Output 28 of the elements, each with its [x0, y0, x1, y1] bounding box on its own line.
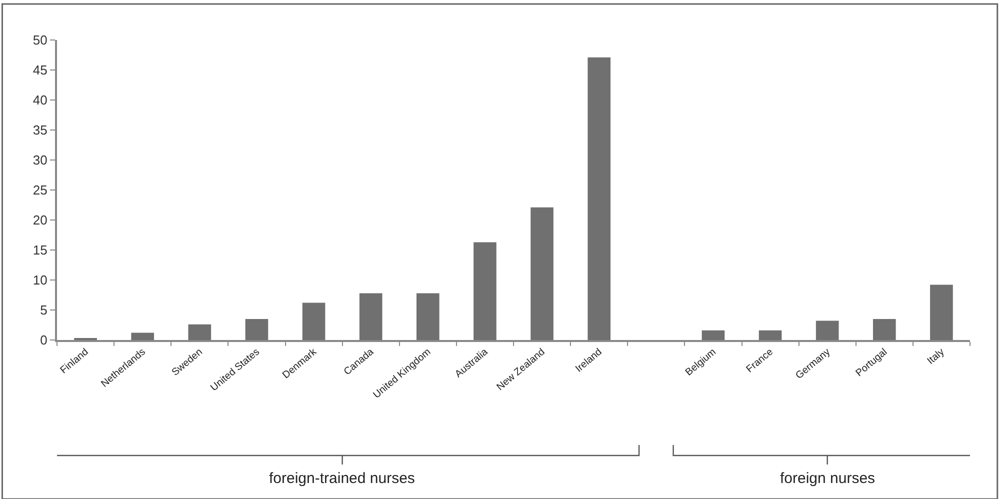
bar: [474, 242, 496, 340]
y-tick-label: 15: [32, 242, 48, 258]
bar: [872, 319, 896, 340]
bar: [131, 332, 154, 340]
bar: [816, 320, 839, 340]
text: foreign nurses: [780, 470, 876, 487]
bar: [930, 284, 953, 340]
text: foreign-trained nurses: [269, 470, 415, 487]
bar: [702, 330, 725, 340]
y-tick-label: 20: [32, 212, 48, 228]
bar: [530, 207, 554, 340]
bar: [359, 293, 382, 340]
bar: [188, 324, 212, 340]
y-tick-label: 10: [32, 272, 48, 288]
x-tick-label: Italy: [925, 346, 947, 367]
y-tick-label: 30: [32, 152, 48, 168]
bar: [245, 319, 268, 340]
y-tick-label: 0: [40, 332, 48, 348]
bar: [588, 57, 611, 340]
y-tick-label: 40: [32, 92, 48, 108]
bar: [416, 293, 440, 340]
y-tick-label: 5: [40, 302, 48, 318]
bar: [758, 330, 782, 340]
y-tick-label: 45: [32, 62, 48, 78]
bar: [302, 302, 326, 340]
y-tick-label: 50: [32, 32, 48, 48]
y-tick-label: 25: [32, 182, 48, 198]
y-tick-label: 35: [32, 122, 48, 138]
